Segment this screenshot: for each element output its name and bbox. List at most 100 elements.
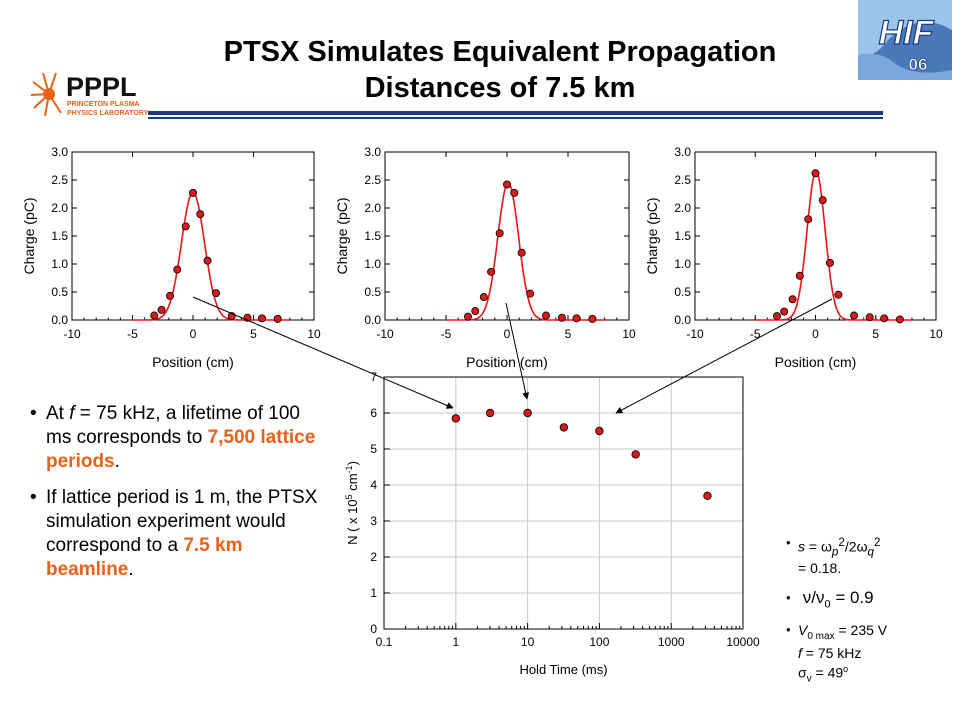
y-tick-label: 2 <box>370 550 377 564</box>
connector-arrow <box>615 298 833 414</box>
y-tick-label: 0.0 <box>364 313 381 327</box>
x-axis-label: Hold Time (ms) <box>519 662 607 677</box>
left-bullets: • At f = 75 kHz, a lifetime of 100 ms co… <box>30 402 330 594</box>
y-tick-label: 2.5 <box>674 173 691 187</box>
data-point <box>850 311 859 320</box>
data-point <box>196 210 205 219</box>
bullet-dot: • <box>30 403 37 424</box>
data-point <box>495 229 504 238</box>
squared-2: 2 <box>873 536 881 549</box>
x-tick-label: 10 <box>929 327 943 341</box>
y-label-part: ) <box>345 461 360 465</box>
param-s-symbol: s <box>798 538 805 555</box>
y-tick-label: 0.0 <box>674 313 691 327</box>
slide-title: PTSX Simulates Equivalent Propagation Di… <box>160 34 840 106</box>
bullet-1-f: f <box>69 403 75 424</box>
title-line-1: PTSX Simulates Equivalent Propagation <box>223 36 777 68</box>
y-tick-label: 7 <box>370 370 377 384</box>
omega-symbol: ω <box>820 538 832 555</box>
hif-wordmark: HIF <box>879 14 935 52</box>
x-tick-label: 0 <box>812 327 819 341</box>
data-point <box>181 222 190 231</box>
x-tick-label: 0 <box>190 327 197 341</box>
data-point <box>811 169 820 178</box>
param-s: • s = ωp2/2ωq2 = 0.18. <box>786 535 956 576</box>
y-tick-label: 0.0 <box>51 313 68 327</box>
param-s-value: = 0.18. <box>798 560 842 577</box>
nu0-symbol: ν <box>815 588 825 608</box>
data-point <box>880 314 889 323</box>
voltage-sub: 0 max <box>807 630 835 642</box>
hif-06-logo: HIF 06 <box>858 0 952 80</box>
pppl-wordmark: PPPL <box>66 72 137 102</box>
freq-value: = 75 kHz <box>801 644 862 661</box>
data-point <box>485 408 495 418</box>
data-point <box>510 188 519 197</box>
x-axis-label: Position (cm) <box>775 354 857 370</box>
data-point <box>273 314 282 323</box>
voltage-symbol: V <box>798 621 808 638</box>
y-tick-label: 3 <box>370 514 377 528</box>
y-tick-label: 2.0 <box>674 201 691 215</box>
bullet-dot: • <box>30 487 37 508</box>
x-tick-label: 1000 <box>658 635 685 649</box>
data-point <box>772 312 781 321</box>
nu-div: / <box>811 588 816 608</box>
bullet-1-text-b: = 75 kHz, a lifetime of 100 ms correspon… <box>46 403 300 448</box>
parameter-bullets: • s = ωp2/2ωq2 = 0.18. • ν/ν0 = 0.9 • V0… <box>786 535 956 696</box>
y-tick-label: 0 <box>370 622 377 636</box>
x-tick-label: -10 <box>686 327 704 341</box>
y-axis-label: Charge (pC) <box>21 197 37 274</box>
connector-arrow <box>505 302 530 400</box>
data-point <box>173 265 182 274</box>
pppl-subtitle-2: PHYSICS LABORATORY <box>67 110 148 117</box>
bullet-2-text: If lattice period is 1 m, the PTSX simul… <box>46 487 318 556</box>
y-tick-label: 1.0 <box>674 257 691 271</box>
y-label-part: N ( x 10 <box>345 499 360 545</box>
y-axis-label: N ( x 105 cm-1) <box>344 461 360 545</box>
data-point <box>517 248 526 257</box>
y-tick-label: 2.0 <box>51 201 68 215</box>
data-point <box>631 450 640 459</box>
data-point <box>487 267 496 276</box>
data-point <box>150 311 159 320</box>
data-point <box>166 291 175 300</box>
y-label-part: -1 <box>344 465 354 473</box>
y-tick-label: 5 <box>370 442 377 456</box>
data-point <box>557 313 566 322</box>
y-tick-label: 2.0 <box>364 201 381 215</box>
bullet-1-text-a: At <box>46 403 70 424</box>
y-label-part: 5 <box>344 494 354 499</box>
freq-symbol: f <box>798 644 802 661</box>
data-point <box>157 305 166 314</box>
x-tick-label: 5 <box>565 327 572 341</box>
y-tick-label: 3.0 <box>674 145 691 159</box>
x-tick-label: -5 <box>750 327 761 341</box>
x-tick-label: -5 <box>441 327 452 341</box>
nu-symbol: ν <box>802 588 812 608</box>
y-tick-label: 1.0 <box>364 257 381 271</box>
sigma-value: = 49 <box>811 664 844 681</box>
lifetime-chart: 0.1 1 10 100 1000 10000 0 1 2 3 4 5 6 7 Hold Time (ms)… <box>344 370 760 677</box>
y-label-part: cm <box>345 473 360 494</box>
data-point <box>804 215 813 224</box>
bullet-2-end: . <box>128 559 134 580</box>
data-point <box>257 314 266 323</box>
omega-p-sub: p <box>831 545 839 559</box>
bullet-2-highlight-2: beamline <box>46 559 129 580</box>
data-point <box>834 290 843 299</box>
sunburst-icon <box>30 72 62 117</box>
bullet-lattice: • If lattice period is 1 m, the PTSX sim… <box>30 486 330 582</box>
y-axis-label: Charge (pC) <box>644 197 660 274</box>
plot-frame <box>383 376 744 630</box>
x-tick-label: 0 <box>504 327 511 341</box>
x-tick-label: 100 <box>589 635 609 649</box>
pppl-logo: PPPL PRINCETON PLASMA PHYSICS LABORATORY <box>30 72 148 117</box>
data-point <box>559 423 569 432</box>
pppl-subtitle-1: PRINCETON PLASMA <box>67 101 140 108</box>
data-point <box>780 307 789 316</box>
plot-frame <box>384 151 630 321</box>
y-tick-label: 0.5 <box>51 285 68 299</box>
gaussian-fit-line <box>132 191 290 321</box>
bullet-dot: • <box>786 590 791 606</box>
